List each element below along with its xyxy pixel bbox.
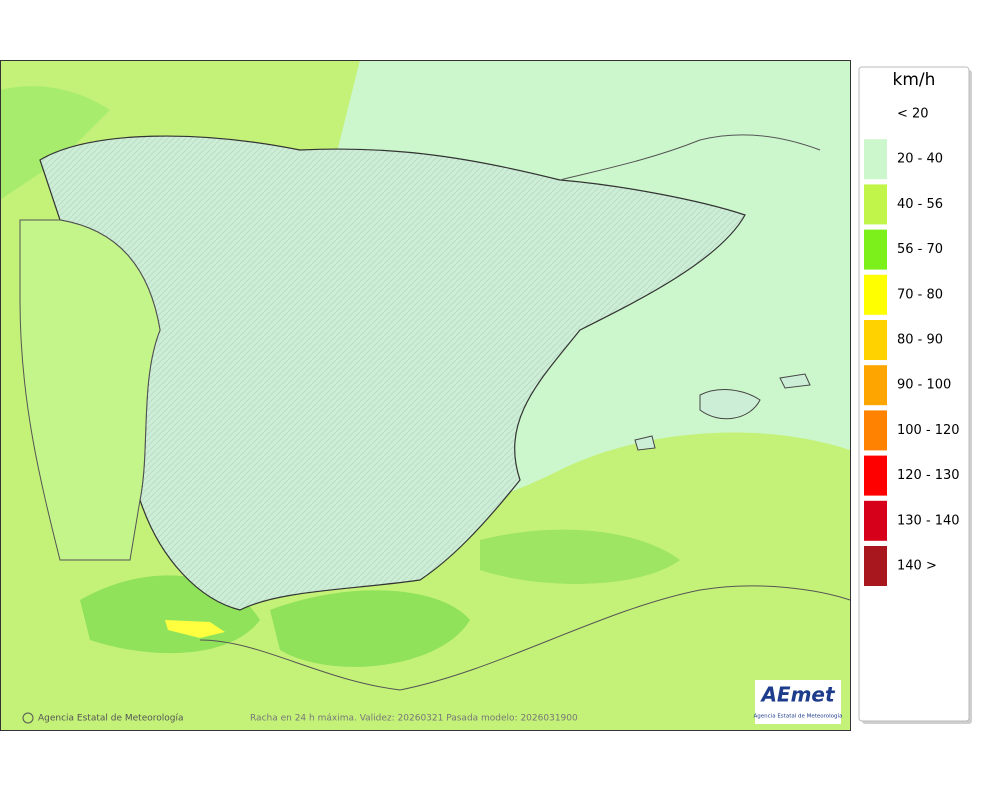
legend-swatch bbox=[864, 139, 887, 180]
logo-subtitle: Agencia Estatal de Meteorología bbox=[754, 713, 843, 720]
legend-swatch bbox=[864, 365, 887, 406]
legend-label: 90 - 100 bbox=[897, 378, 951, 393]
island bbox=[699, 389, 761, 420]
legend-swatch bbox=[864, 320, 887, 360]
legend-label: 140 > bbox=[897, 559, 937, 574]
legend-label: 20 - 40 bbox=[897, 152, 943, 167]
credit: Agencia Estatal de Meteorología bbox=[38, 714, 184, 724]
map: Agencia Estatal de Meteorología Racha en… bbox=[0, 60, 851, 731]
legend-label: < 20 bbox=[897, 107, 929, 122]
gust-region bbox=[0, 86, 110, 200]
coastline bbox=[199, 585, 851, 691]
legend-swatch bbox=[864, 500, 887, 541]
legend-label: 100 - 120 bbox=[897, 423, 960, 438]
copyright-icon bbox=[22, 712, 34, 724]
legend-label: 120 - 130 bbox=[897, 468, 960, 483]
gust-region bbox=[480, 529, 680, 584]
coastline bbox=[559, 134, 821, 181]
gust-region bbox=[270, 590, 470, 667]
legend-label: 130 - 140 bbox=[897, 513, 960, 528]
legend: km/h < 20 20 - 40 40 - 56 56 - 70 70 - 80 80 … bbox=[858, 66, 972, 724]
logo-text: AEmet bbox=[759, 683, 836, 707]
legend-label: 80 - 90 bbox=[897, 333, 943, 348]
legend-label: 70 - 80 bbox=[897, 287, 943, 302]
logo-box bbox=[755, 680, 841, 724]
legend-swatch bbox=[864, 184, 887, 225]
legend-title: km/h bbox=[893, 70, 936, 90]
island bbox=[779, 373, 811, 389]
legend-label: 40 - 56 bbox=[897, 197, 943, 212]
legend-swatch bbox=[864, 410, 887, 451]
legend-swatch bbox=[864, 455, 887, 496]
legend-swatch bbox=[864, 274, 887, 315]
gust-region bbox=[165, 620, 225, 638]
portugal bbox=[19, 219, 161, 561]
map-frame bbox=[0, 60, 851, 731]
caption: Racha en 24 h máxima. Validez: 20260321 … bbox=[250, 714, 578, 724]
island bbox=[634, 435, 656, 451]
legend-label: 56 - 70 bbox=[897, 242, 943, 257]
legend-swatch bbox=[864, 546, 887, 586]
legend-swatch bbox=[864, 229, 887, 270]
